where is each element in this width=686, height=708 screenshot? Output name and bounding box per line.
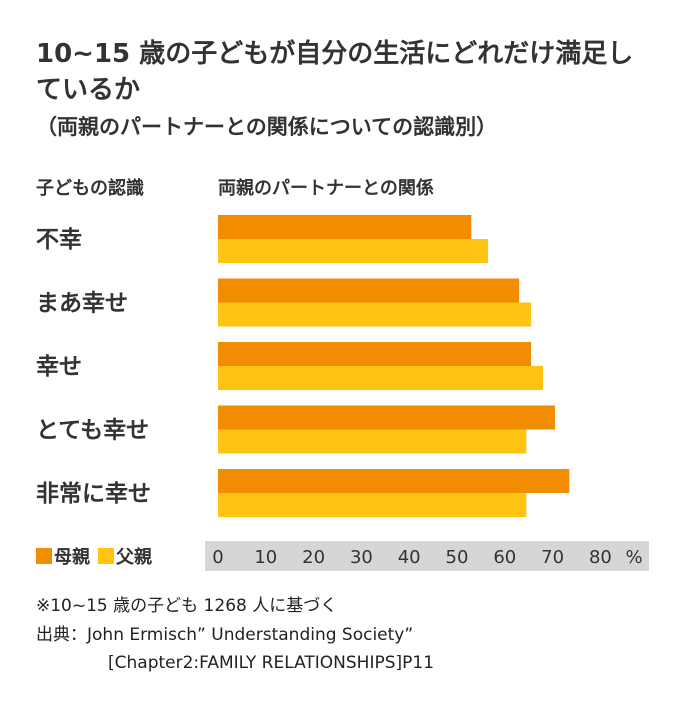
legend-item-mother: 母親 [36,543,90,569]
row-header: 子どもの認識 [36,178,144,199]
bar-mother [218,342,532,366]
category-label: とても幸せ [36,418,149,444]
bar-father [218,366,544,390]
x-tick-label: 70 [541,547,564,568]
legend: 母親 父親 [36,541,160,571]
source-line-1: 出典：John Ermisch” Understanding Society” [36,625,414,645]
bar-mother [218,405,555,430]
legend-swatch-father [98,548,114,564]
category-label: 非常に幸せ [36,481,151,507]
x-tick-label: 20 [302,547,325,568]
bar-father [218,429,527,454]
legend-swatch-mother [36,548,52,564]
legend-label-mother: 母親 [54,547,90,568]
bar-mother [218,215,472,239]
x-axis-band [205,541,649,571]
legend-label-father: 父親 [116,547,152,568]
x-tick-label: 80 [589,547,612,568]
category-label: 幸せ [36,354,82,380]
bar-mother [218,469,570,493]
chart-subtitle: （両親のパートナーとの関係についての認識別） [36,115,498,139]
category-label: まあ幸せ [36,291,128,317]
x-unit-label: % [625,547,642,568]
x-tick-label: 10 [254,547,277,568]
bar-mother [218,278,520,303]
category-label: 不幸 [36,227,82,253]
column-header: 両親のパートナーとの関係 [218,178,434,199]
footnote: ※10~15 歳の子ども 1268 人に基づく [36,596,338,616]
x-tick-label: 40 [398,547,421,568]
source-line-2: [Chapter2:FAMILY RELATIONSHIPS]P11 [108,653,435,673]
bar-father [218,302,532,327]
x-tick-label: 30 [350,547,373,568]
x-tick-label: 60 [493,547,516,568]
bar-father [218,239,489,263]
x-tick-label: 50 [446,547,469,568]
x-tick-label: 0 [212,547,223,568]
bar-father [218,493,527,517]
legend-item-father: 父親 [98,543,152,569]
chart-title: 10~15 歳の子どもが自分の生活にどれだけ満足しているか [36,39,634,105]
